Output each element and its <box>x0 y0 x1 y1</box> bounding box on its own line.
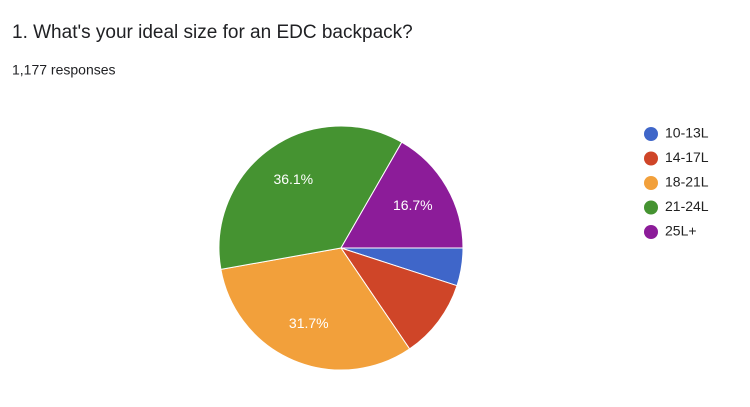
data-label: 16.7% <box>393 197 433 213</box>
legend-label: 14-17L <box>665 149 709 165</box>
data-label: 31.7% <box>289 315 329 331</box>
legend-label: 18-21L <box>665 174 709 190</box>
data-label: 36.1% <box>273 171 313 187</box>
legend-marker <box>644 225 658 239</box>
legend-label: 10-13L <box>665 125 709 141</box>
chart-title: 1. What's your ideal size for an EDC bac… <box>12 22 413 43</box>
response-count: 1,177 responses <box>12 62 116 78</box>
legend-label: 25L+ <box>665 223 697 239</box>
pie-slice <box>220 247 411 371</box>
legend-marker <box>644 176 658 190</box>
pie-slice <box>218 125 403 270</box>
legend-marker <box>644 151 658 166</box>
legend-label: 21-24L <box>665 198 709 214</box>
pie-slice <box>339 247 458 350</box>
legend-marker <box>644 200 658 215</box>
pie-slice <box>340 141 464 249</box>
legend-marker <box>644 127 658 141</box>
